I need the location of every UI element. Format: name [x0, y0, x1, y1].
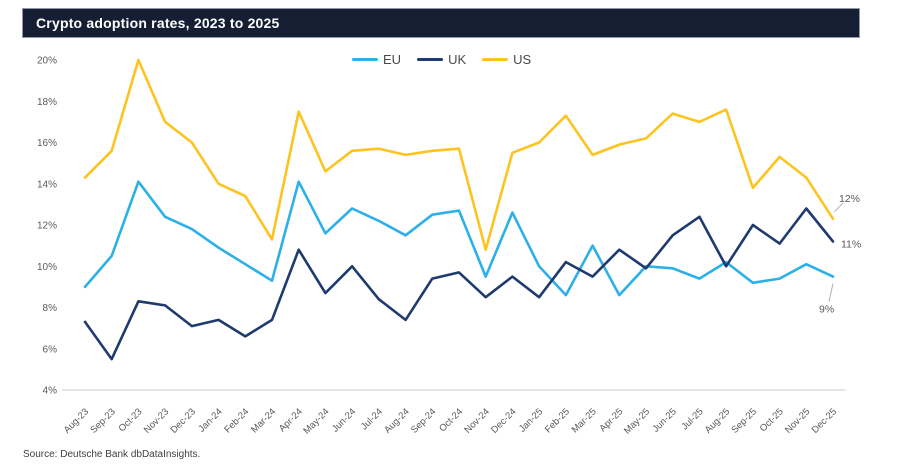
y-tick-label: 12% [37, 221, 57, 232]
end-value-label-us: 12% [839, 193, 860, 205]
x-tick-label: Oct-25 [758, 406, 786, 434]
eu-line-swatch-icon [352, 58, 378, 61]
x-tick-label: Mar-25 [570, 406, 599, 435]
x-tick-label: Aug-25 [703, 406, 732, 435]
y-tick-label: 4% [43, 386, 58, 397]
x-tick-label: Sep-24 [409, 406, 438, 435]
legend-item-uk: UK [417, 52, 466, 67]
x-tick-label: Nov-25 [783, 406, 812, 435]
chart-title-bar: Crypto adoption rates, 2023 to 2025 [22, 8, 860, 38]
x-tick-label: Dec-25 [810, 406, 839, 435]
x-tick-label: Oct-24 [437, 406, 465, 434]
x-tick-label: Dec-24 [489, 406, 518, 435]
y-tick-label: 14% [37, 179, 57, 190]
x-tick-label: Sep-25 [730, 406, 759, 435]
y-tick-label: 18% [37, 97, 57, 108]
x-tick-label: Jan-25 [517, 406, 545, 434]
x-tick-label: Jun-24 [330, 406, 358, 434]
x-tick-label: Jul-24 [359, 406, 385, 432]
y-tick-label: 16% [37, 138, 57, 149]
series-line-us [83, 58, 835, 251]
x-tick-label: Nov-24 [462, 406, 491, 435]
x-tick-label: Dec-23 [169, 406, 198, 435]
uk-line-swatch-icon [417, 58, 444, 61]
x-tick-label: Sep-23 [88, 406, 117, 435]
y-tick-label: 8% [43, 303, 58, 314]
chart-title: Crypto adoption rates, 2023 to 2025 [36, 15, 280, 31]
legend-label-eu: EU [383, 52, 402, 67]
line-chart-canvas: 20%18%16%14%12%10%8%6%4%Aug-23Sep-23Oct-… [37, 56, 861, 437]
x-tick-label: Feb-25 [543, 406, 572, 435]
legend-label-uk: UK [448, 52, 467, 67]
x-tick-label: Nov-23 [142, 406, 171, 435]
x-tick-label: Apr-24 [277, 406, 305, 434]
legend-label-us: US [513, 52, 532, 67]
x-tick-label: Aug-23 [62, 406, 91, 435]
x-tick-label: Aug-24 [382, 406, 411, 435]
x-tick-label: Apr-25 [597, 406, 625, 434]
end-label-leader-eu [828, 283, 834, 302]
x-tick-label: Jul-25 [679, 406, 705, 432]
x-tick-label: Jan-24 [196, 406, 224, 434]
x-tick-label: Oct-23 [117, 406, 145, 434]
us-line-swatch-icon [482, 58, 509, 61]
x-tick-label: Mar-24 [249, 406, 278, 435]
x-tick-label: Jun-25 [651, 406, 679, 434]
y-tick-label: 10% [37, 262, 57, 273]
chart-legend: EU UK US [352, 52, 531, 67]
end-value-label-uk: 11% [841, 239, 861, 251]
end-label-leader-us [834, 202, 844, 213]
x-tick-label: May-24 [301, 406, 331, 436]
y-tick-label: 20% [37, 56, 57, 67]
x-tick-label: Feb-24 [222, 406, 251, 435]
legend-item-us: US [482, 52, 531, 67]
series-line-uk [83, 207, 835, 361]
legend-item-eu: EU [352, 52, 401, 67]
end-value-label-eu: 9% [819, 304, 834, 316]
series-line-eu [83, 180, 835, 297]
y-tick-label: 6% [43, 344, 58, 355]
x-tick-label: May-25 [622, 406, 652, 436]
source-note: Source: Deutsche Bank dbDataInsights. [23, 449, 201, 460]
